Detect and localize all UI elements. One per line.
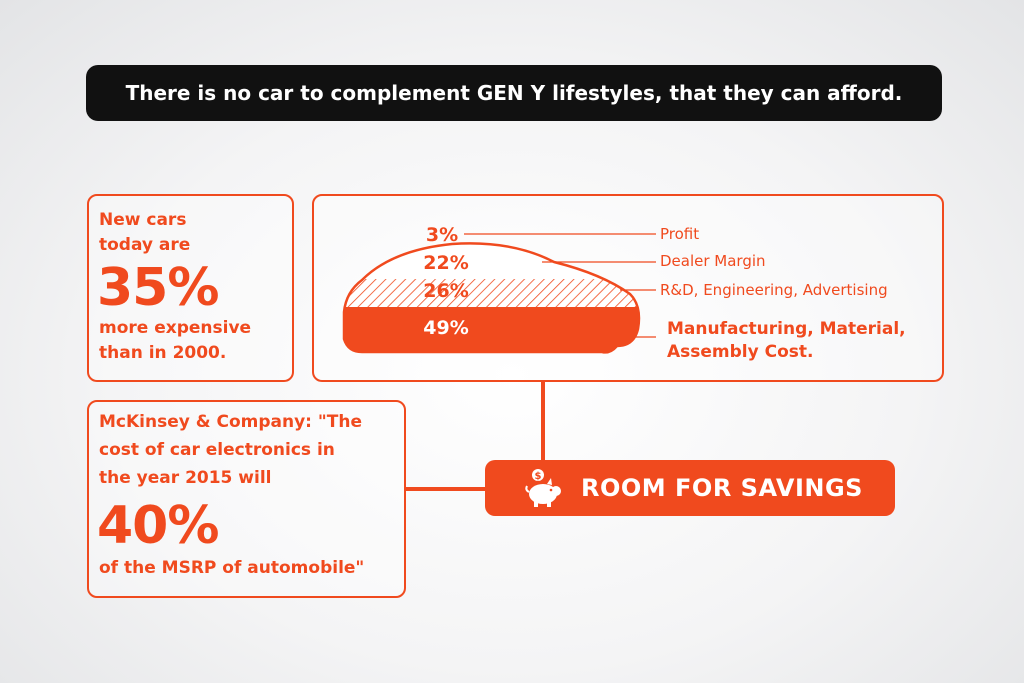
room-for-savings-label: ROOM FOR SAVINGS — [581, 474, 863, 502]
dealer-margin-band — [344, 243, 639, 279]
manufacturing-label-line1: Manufacturing, Material, — [667, 319, 906, 339]
new-cars-stat-box: New cars today are 35% more expensive th… — [87, 194, 294, 382]
car-outline — [342, 242, 641, 354]
manufacturing-pct: 49% — [423, 317, 468, 339]
dealer-label: Dealer Margin — [660, 252, 766, 270]
car-cost-diagram: 3% 22% 26% 49% Profit Dealer Margin R&D,… — [342, 224, 906, 362]
mckinsey-line4: of the MSRP of automobile" — [99, 558, 365, 578]
svg-text:$: $ — [535, 471, 542, 482]
rd-pct: 26% — [423, 280, 468, 302]
room-for-savings-banner: $ ROOM FOR SAVINGS — [485, 460, 895, 516]
rd-label: R&D, Engineering, Advertising — [660, 281, 888, 299]
mckinsey-percent: 40% — [97, 496, 219, 556]
rd-band — [344, 279, 639, 307]
mckinsey-line2: cost of car electronics in — [99, 440, 335, 460]
vertical-connector — [541, 380, 545, 462]
headline-banner: There is no car to complement GEN Y life… — [86, 65, 942, 121]
mckinsey-line1: McKinsey & Company: "The — [99, 412, 362, 432]
profit-pct: 3% — [426, 224, 458, 246]
mckinsey-line3: the year 2015 will — [99, 468, 272, 488]
manufacturing-label-line2: Assembly Cost. — [667, 342, 814, 362]
cost-breakdown-box: 3% 22% 26% 49% Profit Dealer Margin R&D,… — [312, 194, 944, 382]
dealer-pct: 22% — [423, 252, 468, 274]
mckinsey-stat-box: McKinsey & Company: "The cost of car ele… — [87, 400, 406, 598]
new-cars-line4: than in 2000. — [99, 343, 227, 363]
horizontal-connector — [404, 487, 487, 491]
new-cars-percent: 35% — [97, 258, 219, 318]
headline-text: There is no car to complement GEN Y life… — [125, 81, 903, 105]
new-cars-line2: today are — [99, 235, 191, 255]
new-cars-line3: more expensive — [99, 318, 252, 338]
piggy-bank-icon: $ — [521, 466, 565, 514]
manufacturing-band — [344, 307, 639, 353]
profit-label: Profit — [660, 225, 699, 243]
new-cars-line1: New cars — [99, 210, 187, 230]
